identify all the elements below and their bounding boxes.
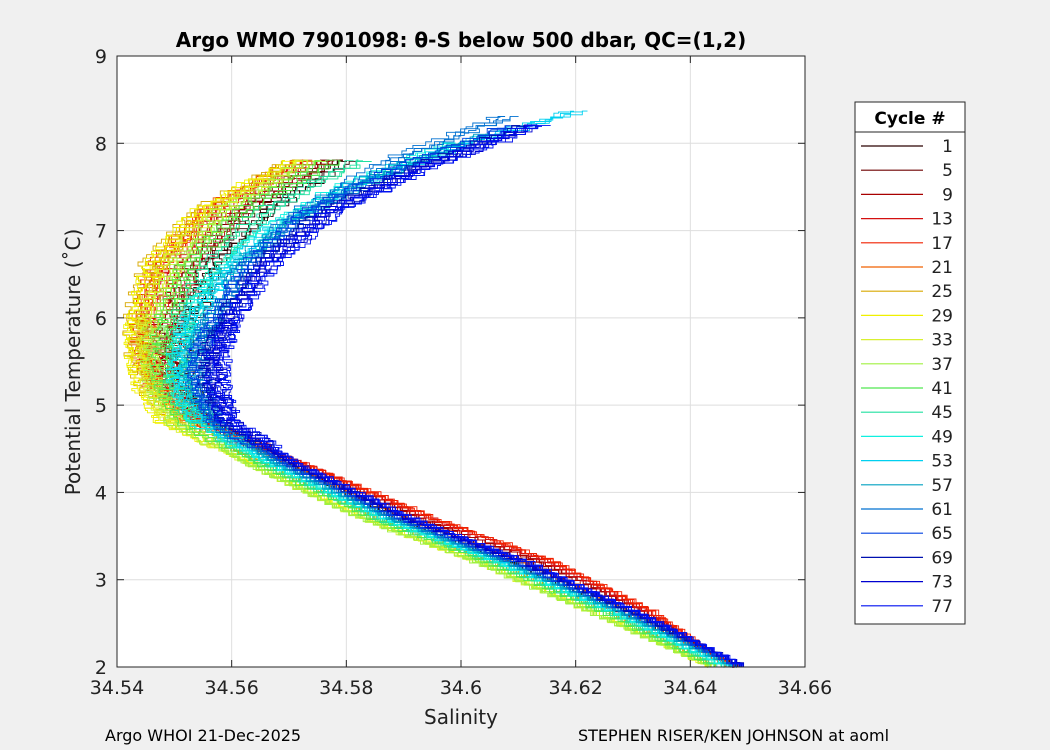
x-axis-label: Salinity [424,705,498,729]
x-tick-label: 34.54 [90,677,144,699]
series-line [147,160,709,668]
legend-label-17: 17 [931,234,953,254]
y-tick-label: 3 [95,570,107,592]
legend-label-25: 25 [931,282,953,302]
legend-label-45: 45 [931,403,953,423]
y-axis-label: Potential Temperature (˚C) [61,229,85,496]
x-tick-label: 34.6 [440,677,482,699]
series-line [170,111,728,667]
legend-label-33: 33 [931,331,953,351]
legend: Cycle # 1 5 9 13 17 21 25 29 33 37 41 45 49 53 57 61 65 69… [854,101,966,625]
legend-label-61: 61 [931,500,953,520]
legend-label-53: 53 [931,452,953,472]
legend-label-29: 29 [931,306,953,326]
x-tick-label: 34.56 [204,677,258,699]
legend-label-77: 77 [931,597,953,617]
legend-label-21: 21 [931,258,953,278]
legend-label-5: 5 [942,161,953,181]
series-lines [122,110,745,668]
y-tick-label: 9 [95,46,107,68]
footer-right-note: STEPHEN RISER/KEN JOHNSON at aoml [578,726,890,745]
legend-label-73: 73 [931,573,953,593]
footer-left-note: Argo WHOI 21-Dec-2025 [105,726,302,745]
legend-label-1: 1 [942,137,953,157]
legend-label-13: 13 [931,210,953,230]
y-tick-label: 2 [95,657,107,679]
legend-label-57: 57 [931,476,953,496]
series-line [186,126,733,668]
x-tick-label: 34.66 [778,677,832,699]
x-tick-label: 34.64 [663,677,717,699]
legend-label-9: 9 [942,185,953,205]
series-line [204,125,740,667]
legend-label-49: 49 [931,427,953,447]
y-tick-label: 4 [95,482,107,504]
y-tick-label: 7 [95,221,107,243]
series-line [150,160,711,667]
y-tick-label: 6 [95,308,107,330]
series-line [219,124,744,667]
axes: 34.54 34.56 34.58 34.6 34.62 34.64 34.66 2 3 4 5 6 7… [90,46,832,699]
chart-title: Argo WMO 7901098: θ-S below 500 dbar, QC… [176,28,746,52]
series-line [201,125,740,667]
series-cycle-77 [204,124,744,667]
legend-label-69: 69 [931,548,953,568]
y-tick-label: 8 [95,133,107,155]
y-tick-label: 5 [95,395,107,417]
legend-box [854,101,966,625]
legend-label-37: 37 [931,355,953,375]
legend-label-41: 41 [931,379,953,399]
x-tick-label: 34.58 [319,677,373,699]
legend-label-65: 65 [931,524,953,544]
legend-title: Cycle # [874,109,945,129]
x-tick-label: 34.62 [548,677,602,699]
